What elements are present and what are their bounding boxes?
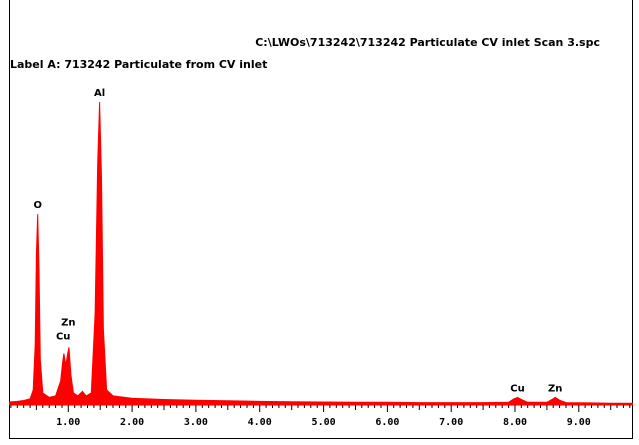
spectrum-label: Label A: 713242 Particulate from CV inle… [10, 58, 268, 71]
x-axis-ticks: 1.00 2.00 3.00 4.00 5.00 6.00 7.00 8.00 9.00 [10, 405, 631, 428]
spectrum-series [9, 101, 633, 406]
x-tick-label: 7.00 [439, 417, 463, 428]
x-tick-label: 5.00 [312, 417, 336, 428]
x-tick-label: 4.00 [248, 417, 272, 428]
x-tick-label: 2.00 [120, 417, 144, 428]
eds-spectrum-chart: 1.00 2.00 3.00 4.00 5.00 6.00 7.00 8.00 9.00 O Zn… [9, 88, 633, 428]
x-tick-label: 9.00 [567, 417, 591, 428]
peak-labels: O Zn Cu Al Cu Zn [33, 88, 562, 394]
x-tick-label: 1.00 [56, 417, 80, 428]
peak-label-o: O [33, 200, 42, 211]
x-tick-label: 3.00 [184, 417, 208, 428]
x-tick-label: 8.00 [503, 417, 527, 428]
x-tick-label: 6.00 [375, 417, 399, 428]
peak-label-cu: Cu [510, 383, 524, 394]
peak-label-cu: Cu [56, 331, 70, 342]
peak-label-zn: Zn [548, 383, 562, 394]
peak-label-al: Al [94, 88, 105, 99]
spectrum-file-path: C:\LWOs\713242\713242 Particulate CV inl… [255, 36, 600, 49]
spectrum-frame: C:\LWOs\713242\713242 Particulate CV inl… [9, 0, 633, 439]
peak-label-zn: Zn [61, 317, 75, 328]
spectrum-layer [9, 101, 633, 406]
